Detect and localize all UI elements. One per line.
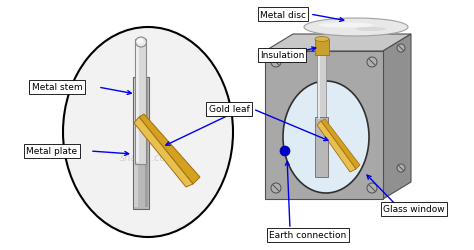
Ellipse shape bbox=[283, 82, 369, 193]
Bar bbox=[315, 40, 329, 56]
Circle shape bbox=[271, 58, 281, 68]
Polygon shape bbox=[139, 114, 200, 184]
Circle shape bbox=[397, 45, 405, 53]
Circle shape bbox=[367, 183, 377, 193]
Text: Gold leaf: Gold leaf bbox=[209, 105, 249, 114]
Polygon shape bbox=[265, 35, 411, 52]
Bar bbox=[136, 40, 146, 164]
Ellipse shape bbox=[304, 19, 408, 37]
Bar bbox=[318, 54, 327, 120]
Bar bbox=[134, 80, 138, 207]
Ellipse shape bbox=[136, 38, 146, 48]
Text: Metal stem: Metal stem bbox=[32, 83, 82, 92]
Ellipse shape bbox=[315, 37, 329, 42]
Polygon shape bbox=[134, 118, 193, 187]
Bar bbox=[137, 44, 139, 162]
Ellipse shape bbox=[137, 39, 144, 44]
Text: Earth connection: Earth connection bbox=[269, 230, 346, 239]
Circle shape bbox=[367, 58, 377, 68]
Circle shape bbox=[280, 146, 290, 156]
Bar bbox=[316, 118, 328, 177]
Bar bbox=[145, 80, 148, 207]
Bar bbox=[133, 78, 149, 209]
Text: Metal plate: Metal plate bbox=[27, 147, 78, 156]
Circle shape bbox=[397, 164, 405, 172]
Ellipse shape bbox=[63, 28, 233, 237]
Polygon shape bbox=[317, 122, 356, 172]
Ellipse shape bbox=[319, 24, 374, 28]
Text: shaala.com: shaala.com bbox=[120, 152, 176, 162]
Text: Glass window: Glass window bbox=[383, 205, 445, 214]
Bar bbox=[265, 52, 383, 199]
Circle shape bbox=[271, 183, 281, 193]
Bar bbox=[319, 56, 320, 120]
Polygon shape bbox=[383, 35, 411, 199]
Ellipse shape bbox=[356, 28, 386, 32]
Text: Insulation: Insulation bbox=[260, 51, 304, 60]
Text: Metal disc: Metal disc bbox=[260, 10, 306, 20]
Polygon shape bbox=[321, 120, 360, 169]
